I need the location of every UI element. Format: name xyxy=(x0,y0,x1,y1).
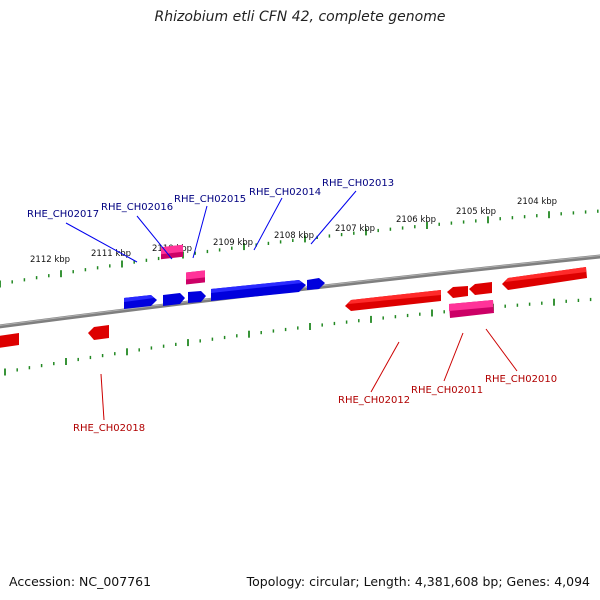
genome-summary-text: Topology: circular; Length: 4,381,608 bp… xyxy=(246,574,590,589)
leader-line xyxy=(310,190,357,245)
gene-arrow-forward[interactable] xyxy=(124,295,154,302)
genome-backbone xyxy=(0,254,600,329)
leader-line xyxy=(443,332,464,382)
gene-arrow-reverse[interactable] xyxy=(469,282,492,295)
gene-arrow-forward[interactable] xyxy=(188,291,206,303)
scale-ticks-upper xyxy=(0,209,599,288)
rna-feature[interactable] xyxy=(186,270,205,285)
scale-label: 2111 kbp xyxy=(91,249,131,259)
reverse-features xyxy=(0,267,587,348)
reverse-gene-labels: RHE_CH02018 RHE_CH02012 RHE_CH02011 RHE_… xyxy=(73,374,557,434)
leader-line xyxy=(65,222,138,263)
scale-label: 2106 kbp xyxy=(396,215,436,225)
gene-label[interactable]: RHE_CH02010 xyxy=(485,374,557,385)
gene-label[interactable]: RHE_CH02017 xyxy=(27,209,99,220)
gene-label[interactable]: RHE_CH02016 xyxy=(101,202,173,213)
gene-arrow-reverse[interactable] xyxy=(0,333,19,348)
scale-label: 2104 kbp xyxy=(517,197,557,207)
scale-label: 2108 kbp xyxy=(274,231,314,241)
gene-arrow-forward[interactable] xyxy=(307,278,325,290)
gene-label[interactable]: RHE_CH02013 xyxy=(322,178,394,189)
gene-arrow-forward[interactable] xyxy=(163,293,185,306)
leader-line xyxy=(100,373,105,421)
forward-features xyxy=(124,244,325,309)
scale-label: 2109 kbp xyxy=(213,238,253,248)
gene-label[interactable]: RHE_CH02014 xyxy=(249,187,321,198)
gene-arrow-forward[interactable] xyxy=(211,280,306,301)
gene-arrow-forward[interactable] xyxy=(211,280,302,293)
leader-line xyxy=(485,328,518,372)
label-leaders xyxy=(65,190,518,421)
gene-label[interactable]: RHE_CH02012 xyxy=(338,395,410,406)
scale-ticks-lower xyxy=(4,297,592,376)
forward-gene-labels: RHE_CH02017 RHE_CH02016 RHE_CH02015 RHE_… xyxy=(27,178,394,220)
gene-arrow-reverse[interactable] xyxy=(348,290,441,304)
scale-label: 2105 kbp xyxy=(456,207,496,217)
leader-line xyxy=(253,197,283,251)
accession-text: Accession: NC_007761 xyxy=(9,574,152,589)
gene-label[interactable]: RHE_CH02011 xyxy=(411,385,483,396)
rna-feature[interactable] xyxy=(449,300,493,311)
gene-arrow-reverse[interactable] xyxy=(88,325,109,340)
leader-line xyxy=(192,205,208,259)
map-title: Rhizobium etli CFN 42, complete genome xyxy=(154,9,446,25)
scale-label: 2107 kbp xyxy=(335,224,375,234)
rna-feature[interactable] xyxy=(161,244,183,260)
gene-label[interactable]: RHE_CH02015 xyxy=(174,194,246,205)
leader-line xyxy=(136,215,173,260)
leader-line xyxy=(370,341,400,393)
gene-arrow-reverse[interactable] xyxy=(447,286,468,298)
scale-label: 2112 kbp xyxy=(30,255,70,265)
gene-arrow-reverse[interactable] xyxy=(505,267,586,282)
gene-label[interactable]: RHE_CH02018 xyxy=(73,423,145,434)
